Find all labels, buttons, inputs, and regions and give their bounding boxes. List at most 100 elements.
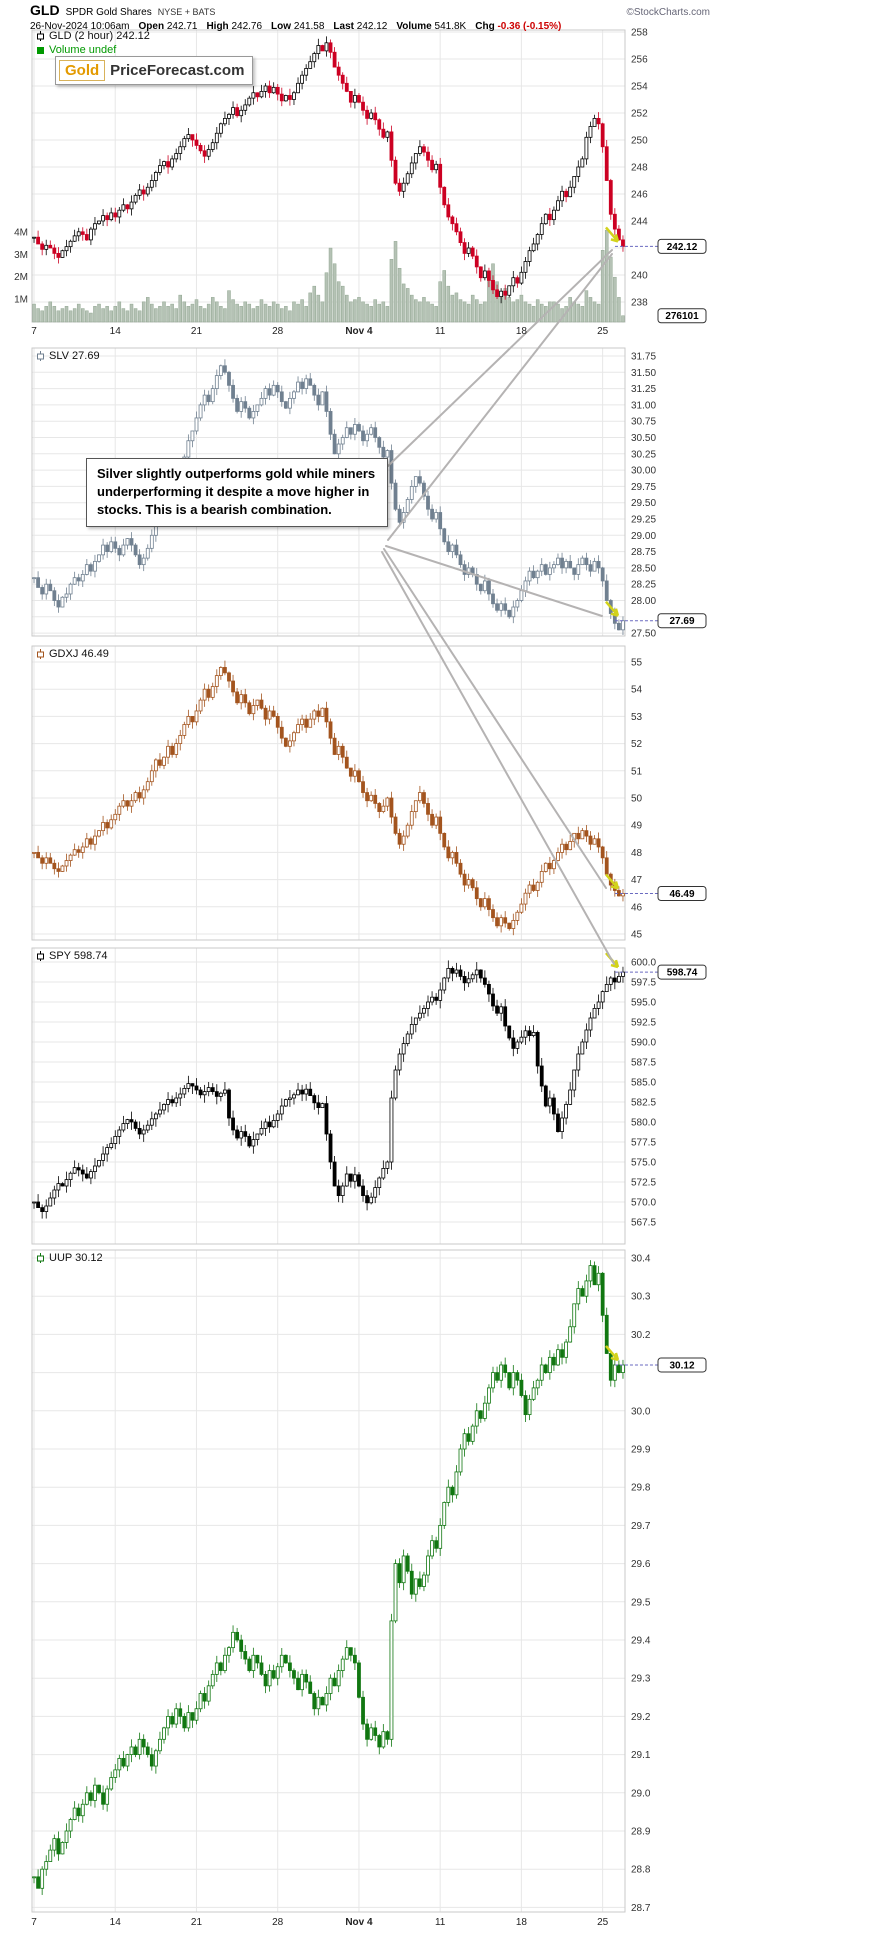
svg-text:28: 28: [272, 326, 284, 337]
svg-text:256: 256: [631, 55, 648, 66]
uup-candles: [32, 1260, 625, 1895]
svg-text:242.12: 242.12: [667, 242, 698, 253]
svg-text:18: 18: [516, 1917, 528, 1928]
svg-text:597.5: 597.5: [631, 978, 656, 989]
svg-text:29.6: 29.6: [631, 1559, 651, 1570]
svg-text:29.50: 29.50: [631, 498, 656, 509]
volume-tag: 276101: [657, 308, 707, 324]
svg-text:11: 11: [435, 1917, 446, 1928]
svg-text:55: 55: [631, 658, 643, 669]
svg-text:238: 238: [631, 298, 648, 309]
svg-text:52: 52: [631, 739, 643, 750]
uup-panel: 30.4 30.3 30.2 30.0 29.9 29.8 29.7 29.6 29.5 29.4…: [31, 1249, 707, 1914]
svg-text:28.75: 28.75: [631, 547, 656, 558]
logo-gold-badge: Gold: [59, 60, 106, 81]
stat-change: Chg -0.36 (-0.15%): [475, 21, 562, 32]
svg-text:598.74: 598.74: [667, 968, 698, 979]
callout-line: [387, 249, 613, 467]
volume-bars: [32, 229, 625, 323]
svg-text:29.4: 29.4: [631, 1636, 651, 1647]
svg-text:258: 258: [631, 28, 648, 39]
svg-text:31.25: 31.25: [631, 384, 656, 395]
stockcharts-credit: ©StockCharts.com: [626, 7, 710, 18]
volume-icon: [37, 46, 44, 54]
uup-legend: UUP 30.12: [36, 1252, 103, 1264]
svg-text:595.0: 595.0: [631, 998, 656, 1009]
header-line1: GLD SPDR Gold Shares NYSE + BATS ©StockC…: [30, 2, 710, 18]
svg-text:46.49: 46.49: [669, 889, 694, 900]
candlestick-icon: [37, 1253, 44, 1263]
svg-text:585.0: 585.0: [631, 1078, 656, 1089]
logo-text: PriceForecast.com: [110, 62, 245, 79]
svg-text:30.2: 30.2: [631, 1330, 651, 1341]
stat-low: Low 241.58: [271, 21, 325, 32]
svg-text:246: 246: [631, 190, 648, 201]
svg-text:30.12: 30.12: [669, 1360, 694, 1371]
svg-text:30.75: 30.75: [631, 417, 656, 428]
callout-line: [381, 551, 615, 965]
svg-text:7: 7: [31, 1917, 37, 1928]
svg-text:50: 50: [631, 794, 643, 805]
svg-text:29.5: 29.5: [631, 1597, 651, 1608]
svg-text:11: 11: [435, 326, 446, 337]
spy-legend: SPY 598.74: [36, 950, 108, 962]
svg-text:570.0: 570.0: [631, 1198, 656, 1209]
svg-text:45: 45: [631, 930, 643, 941]
svg-text:48: 48: [631, 848, 643, 859]
svg-text:582.5: 582.5: [631, 1098, 656, 1109]
callout-line: [387, 253, 613, 541]
svg-text:30.50: 30.50: [631, 433, 656, 444]
candlestick-icon: [37, 351, 44, 361]
svg-text:575.0: 575.0: [631, 1158, 656, 1169]
svg-text:21: 21: [191, 326, 203, 337]
highlight-arrow: [605, 600, 620, 617]
svg-text:27.50: 27.50: [631, 629, 656, 640]
ticker-name: SPDR Gold Shares: [65, 7, 152, 18]
stat-high: High 242.76: [206, 21, 263, 32]
svg-text:29.25: 29.25: [631, 515, 656, 526]
stat-open: Open 242.71: [138, 21, 198, 32]
stat-volume: Volume 541.8K: [396, 21, 467, 32]
highlight-arrow: [605, 873, 620, 890]
stat-last: Last 242.12: [333, 21, 388, 32]
svg-text:21: 21: [191, 1917, 203, 1928]
callout-line: [385, 545, 603, 617]
spy-candles: [32, 960, 625, 1219]
gld-candles: [32, 36, 625, 304]
svg-text:31.50: 31.50: [631, 368, 656, 379]
svg-text:28.50: 28.50: [631, 563, 656, 574]
svg-text:29.0: 29.0: [631, 1788, 651, 1799]
svg-text:244: 244: [631, 217, 648, 228]
svg-text:28.25: 28.25: [631, 580, 656, 591]
svg-text:53: 53: [631, 712, 643, 723]
svg-text:580.0: 580.0: [631, 1118, 656, 1129]
svg-text:252: 252: [631, 109, 648, 120]
svg-text:248: 248: [631, 163, 648, 174]
highlight-arrow: [605, 226, 620, 243]
volume-legend: Volume undef: [36, 44, 116, 56]
ticker-symbol: GLD: [30, 2, 60, 18]
svg-text:28.00: 28.00: [631, 596, 656, 607]
svg-text:29.3: 29.3: [631, 1674, 651, 1685]
svg-text:28.9: 28.9: [631, 1827, 651, 1838]
svg-text:54: 54: [631, 685, 643, 696]
chart-header: GLD SPDR Gold Shares NYSE + BATS ©StockC…: [30, 2, 710, 32]
svg-text:28.8: 28.8: [631, 1865, 651, 1876]
svg-text:590.0: 590.0: [631, 1038, 656, 1049]
svg-text:567.5: 567.5: [631, 1218, 656, 1229]
candlestick-icon: [37, 951, 44, 961]
svg-text:51: 51: [631, 766, 643, 777]
slv-panel: 31.75 31.50 31.25 31.00 30.75 30.50 30.25 30.00…: [31, 347, 707, 640]
slv-price-tag: 27.69: [657, 613, 707, 629]
svg-text:31.00: 31.00: [631, 400, 656, 411]
spy-price-tag: 598.74: [657, 964, 707, 980]
chart-datetime: 26-Nov-2024 10:06am: [30, 21, 130, 32]
svg-text:587.5: 587.5: [631, 1058, 656, 1069]
svg-text:29.2: 29.2: [631, 1712, 651, 1723]
gld-legend: GLD (2 hour) 242.12: [36, 30, 150, 42]
svg-text:14: 14: [110, 1917, 122, 1928]
svg-text:28.7: 28.7: [631, 1903, 651, 1914]
svg-text:577.5: 577.5: [631, 1138, 656, 1149]
